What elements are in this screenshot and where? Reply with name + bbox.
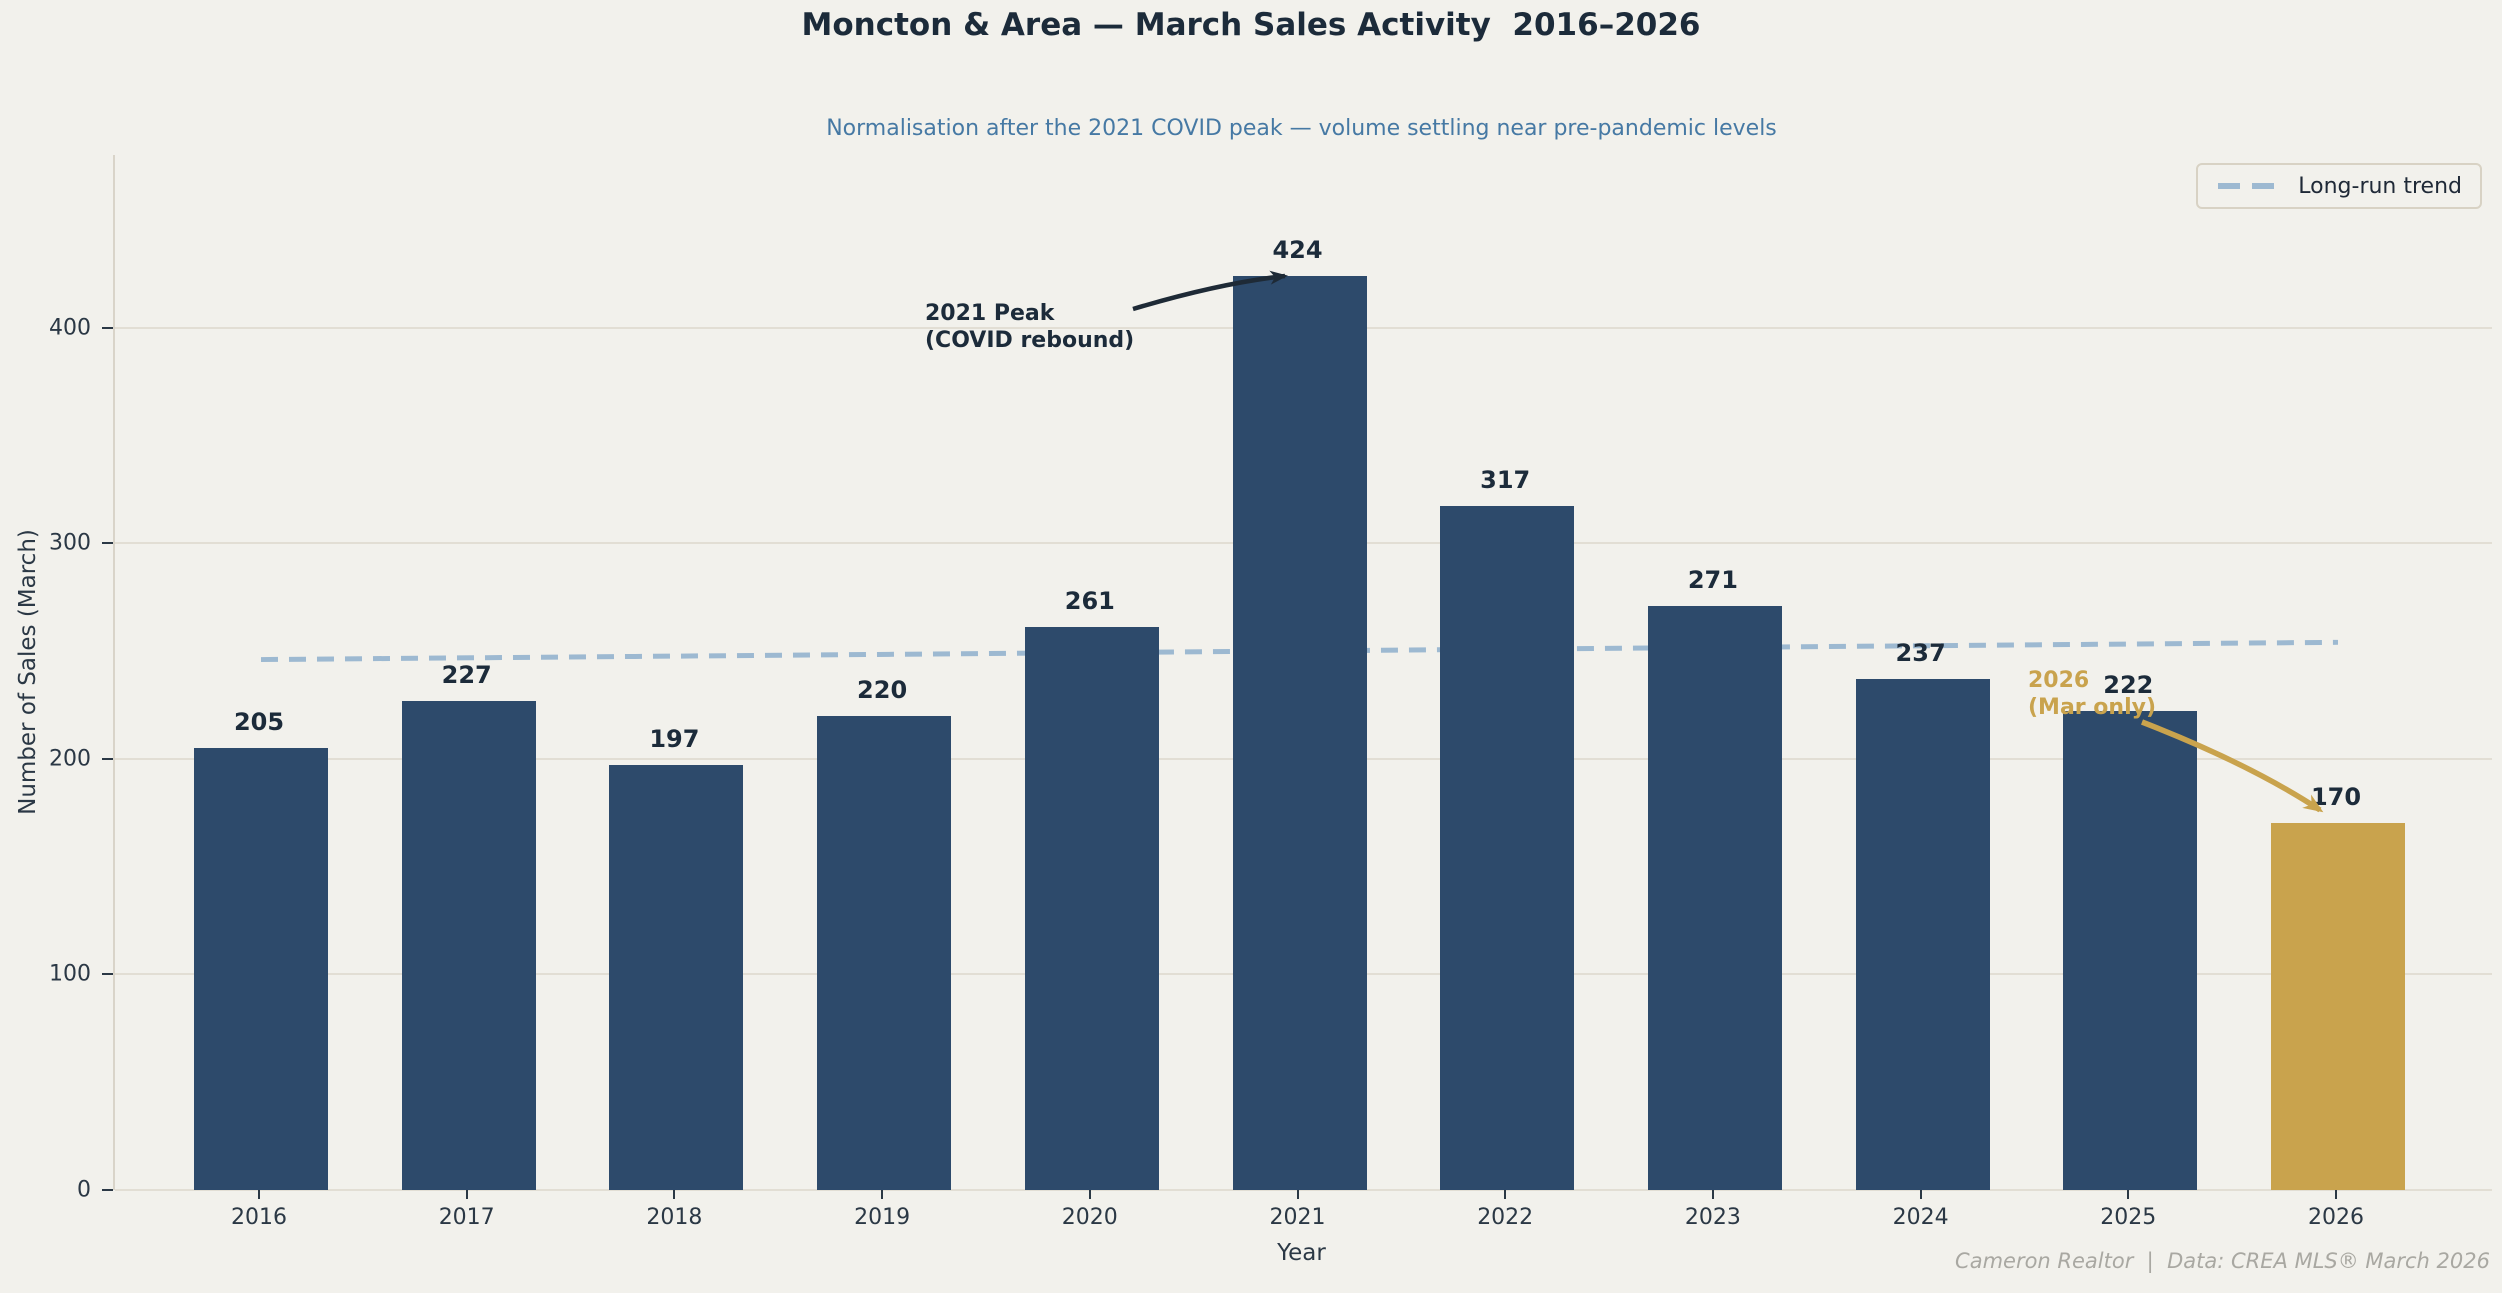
x-tick-label-2023: 2023	[1684, 1205, 1741, 1230]
y-tick-label-200: 200	[49, 746, 91, 772]
chart-title: Moncton & Area — March Sales Activity 20…	[801, 7, 1701, 43]
x-tick-mark-2018	[673, 1190, 676, 1199]
bar-2020	[1024, 627, 1159, 1190]
bar-2019	[817, 715, 952, 1190]
bar-2025	[2063, 711, 2198, 1190]
bar-2018	[609, 765, 744, 1190]
plot-area	[113, 155, 2492, 1191]
x-tick-mark-2026	[2335, 1190, 2337, 1199]
y-tick-mark-400	[102, 326, 113, 329]
bar-2016	[194, 747, 328, 1190]
value-label-2023: 271	[1687, 565, 1738, 594]
x-tick-mark-2019	[881, 1190, 884, 1199]
y-tick-mark-200	[102, 757, 113, 760]
y-tick-label-0: 0	[77, 1177, 91, 1203]
x-tick-mark-2024	[1919, 1190, 1922, 1199]
annotation-2021-peak: 2021 Peak (COVID rebound)	[925, 301, 1135, 353]
x-tick-mark-2025	[2127, 1190, 2130, 1199]
gridline-0	[115, 1189, 2492, 1191]
trend-legend-swatch	[2218, 183, 2281, 189]
annotation-2026-mar-only: 2026 (Mar only)	[2028, 668, 2157, 720]
value-label-2025: 222	[2103, 671, 2154, 700]
bar-2021	[1232, 275, 1367, 1190]
value-label-2026: 170	[2310, 783, 2362, 812]
x-tick-mark-2017	[465, 1190, 468, 1199]
y-tick-label-300: 300	[49, 530, 91, 556]
x-tick-label-2024: 2024	[1892, 1205, 1949, 1230]
y-tick-label-100: 100	[49, 961, 91, 987]
x-axis-title: Year	[1277, 1240, 1326, 1266]
bar-2022	[1440, 506, 1575, 1190]
x-tick-label-2025: 2025	[2100, 1205, 2157, 1230]
x-tick-label-2018: 2018	[646, 1205, 703, 1230]
chart-subtitle: Normalisation after the 2021 COVID peak …	[826, 116, 1777, 141]
y-tick-mark-300	[102, 542, 113, 545]
x-tick-label-2016: 2016	[231, 1205, 287, 1230]
x-tick-mark-2016	[258, 1190, 260, 1199]
x-tick-label-2026: 2026	[2308, 1205, 2364, 1230]
value-label-2020: 261	[1064, 587, 1115, 616]
value-label-2024: 237	[1895, 638, 1946, 667]
x-tick-label-2017: 2017	[438, 1205, 495, 1230]
footer-credit: Cameron Realtor | Data: CREA MLS® March …	[1955, 1249, 2490, 1273]
y-tick-mark-100	[102, 973, 113, 976]
bar-2026	[2271, 823, 2405, 1190]
x-tick-mark-2020	[1088, 1190, 1091, 1199]
x-tick-label-2019: 2019	[854, 1205, 911, 1230]
y-tick-label-400: 400	[49, 315, 91, 340]
value-label-2021: 424	[1272, 235, 1323, 264]
value-label-2019: 220	[857, 675, 908, 704]
bar-2023	[1647, 605, 1782, 1190]
bar-2024	[1855, 678, 1990, 1190]
value-label-2017: 227	[441, 660, 492, 689]
bar-2017	[401, 700, 536, 1190]
x-tick-mark-2022	[1504, 1190, 1507, 1199]
y-axis-title: Number of Sales (March)	[15, 529, 41, 815]
x-tick-mark-2021	[1296, 1190, 1299, 1199]
x-tick-mark-2023	[1711, 1190, 1714, 1199]
x-tick-label-2020: 2020	[1061, 1205, 1118, 1230]
y-tick-mark-0	[102, 1189, 113, 1191]
value-label-2016: 205	[233, 707, 285, 736]
x-tick-label-2022: 2022	[1477, 1205, 1534, 1230]
value-label-2018: 197	[649, 725, 700, 754]
value-label-2022: 317	[1480, 466, 1531, 495]
legend: Long-run trend	[2196, 163, 2482, 209]
legend-label: Long-run trend	[2298, 173, 2462, 199]
x-tick-label-2021: 2021	[1269, 1205, 1326, 1230]
